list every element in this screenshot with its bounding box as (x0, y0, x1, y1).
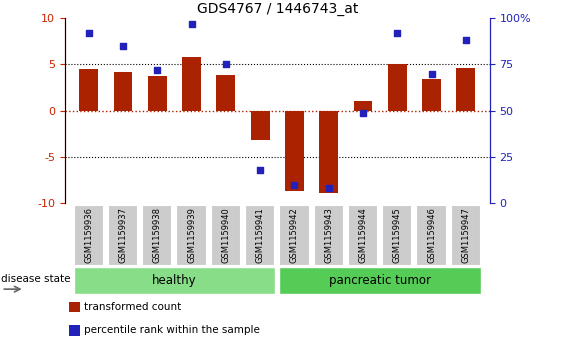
Text: GSM1159940: GSM1159940 (221, 207, 230, 263)
Bar (319, 111, 338, 193)
FancyBboxPatch shape (245, 205, 275, 266)
FancyBboxPatch shape (142, 205, 172, 266)
Text: GSM1159936: GSM1159936 (84, 207, 93, 263)
FancyBboxPatch shape (176, 205, 207, 266)
Point (187, 21, 196, 26)
Text: transformed count: transformed count (84, 302, 181, 312)
Point (461, 37, 470, 43)
Text: healthy: healthy (152, 274, 196, 287)
Point (324, 185, 333, 191)
FancyBboxPatch shape (451, 205, 481, 266)
Point (359, 110, 368, 115)
Point (290, 182, 299, 188)
FancyBboxPatch shape (382, 205, 412, 266)
Bar (457, 68, 475, 111)
Bar (148, 76, 167, 111)
Text: GSM1159942: GSM1159942 (290, 207, 299, 263)
FancyBboxPatch shape (279, 205, 310, 266)
Title: GDS4767 / 1446743_at: GDS4767 / 1446743_at (196, 2, 358, 16)
FancyBboxPatch shape (211, 205, 241, 266)
Bar (251, 111, 270, 140)
Point (153, 67, 162, 73)
Text: GSM1159937: GSM1159937 (119, 207, 128, 263)
FancyBboxPatch shape (348, 205, 378, 266)
Text: GSM1159941: GSM1159941 (256, 207, 265, 263)
FancyBboxPatch shape (74, 205, 104, 266)
Bar (69, 302, 79, 312)
Bar (422, 79, 441, 111)
Point (256, 167, 265, 173)
FancyBboxPatch shape (108, 205, 138, 266)
Bar (354, 101, 372, 111)
Point (393, 30, 402, 36)
FancyBboxPatch shape (74, 267, 275, 294)
Text: pancreatic tumor: pancreatic tumor (329, 274, 431, 287)
Point (84, 30, 93, 36)
Bar (114, 72, 132, 111)
Point (221, 61, 230, 68)
Point (119, 43, 128, 49)
FancyBboxPatch shape (417, 205, 446, 266)
Text: percentile rank within the sample: percentile rank within the sample (84, 325, 260, 335)
Text: GSM1159939: GSM1159939 (187, 207, 196, 263)
Bar (216, 75, 235, 111)
Bar (388, 64, 406, 111)
Bar (79, 69, 98, 111)
Text: disease state: disease state (1, 274, 71, 284)
Text: GSM1159947: GSM1159947 (461, 207, 470, 263)
Bar (285, 111, 304, 191)
Text: GSM1159943: GSM1159943 (324, 207, 333, 263)
Bar (69, 325, 79, 335)
Text: GSM1159945: GSM1159945 (393, 207, 402, 263)
FancyBboxPatch shape (279, 267, 481, 294)
Point (427, 71, 436, 77)
Text: GSM1159946: GSM1159946 (427, 207, 436, 263)
Text: GSM1159938: GSM1159938 (153, 207, 162, 263)
Bar (182, 57, 201, 111)
Text: GSM1159944: GSM1159944 (359, 207, 368, 263)
FancyBboxPatch shape (314, 205, 344, 266)
